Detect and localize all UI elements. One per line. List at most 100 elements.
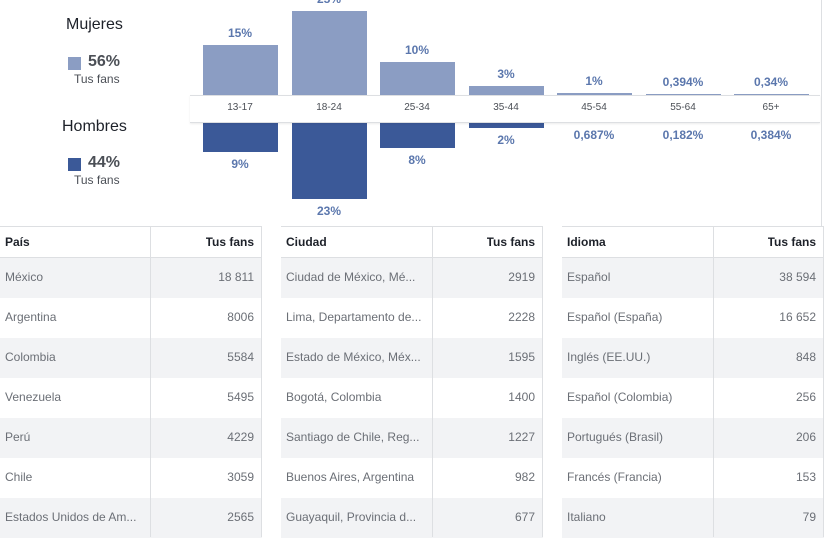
- language-name: Español: [567, 270, 611, 284]
- fan-count: 1595: [508, 350, 535, 364]
- city-name: Ciudad de México, Mé...: [286, 270, 416, 284]
- label-women-45-54: 1%: [585, 73, 603, 88]
- fan-count: 1227: [508, 430, 535, 444]
- fan-count: 677: [514, 510, 535, 524]
- label-women-25-34: 10%: [404, 43, 430, 57]
- language-column-header[interactable]: Idioma: [567, 235, 606, 249]
- fan-count: 206: [795, 430, 816, 444]
- legend-men-label: Hombres: [62, 118, 127, 135]
- age-tick-65: 65+: [762, 102, 780, 113]
- fan-count: 4229: [227, 430, 254, 444]
- language-name: Francés (Francia): [567, 470, 662, 484]
- label-men-65: 0,384%: [750, 128, 792, 142]
- fan-count: 5584: [227, 350, 254, 364]
- label-women-18-24: 25%: [284, 0, 374, 6]
- label-women-13-17: 15%: [227, 26, 253, 40]
- label-women-55-64: 0,394%: [662, 75, 704, 89]
- fan-count: 79: [802, 510, 816, 524]
- fan-count: 38 594: [779, 270, 816, 284]
- fan-count: 153: [795, 470, 816, 484]
- column-divider: [150, 226, 151, 537]
- language-table-row: Francés (Francia) 153: [562, 458, 824, 498]
- city-name: Guayaquil, Provincia d...: [286, 510, 417, 524]
- age-tick-55-64: 55-64: [670, 102, 696, 113]
- language-table-header: Idioma Tus fans: [562, 226, 824, 258]
- bar-women-35-44[interactable]: [468, 85, 544, 96]
- label-women-65: 0,34%: [753, 75, 789, 89]
- age-tick-13-17: 13-17: [227, 102, 253, 113]
- label-men-25-34: 8%: [408, 153, 426, 168]
- language-table-row: Español (España) 16 652: [562, 298, 824, 338]
- bar-men-35-44[interactable]: [468, 121, 544, 128]
- country-name: Argentina: [5, 310, 57, 324]
- language-name: Inglés (EE.UU.): [567, 350, 651, 364]
- age-tick-18-24: 18-24: [316, 102, 342, 113]
- legend-women-subtitle: Tus fans: [74, 72, 120, 86]
- country-table-row: Venezuela 5495: [0, 378, 262, 418]
- fan-count: 2565: [227, 510, 254, 524]
- city-table-row: Bogotá, Colombia 1400: [281, 378, 543, 418]
- fan-count: 8006: [227, 310, 254, 324]
- label-men-13-17: 9%: [231, 156, 249, 171]
- bar-women-45-54[interactable]: [556, 92, 632, 96]
- bar-men-25-34[interactable]: [379, 121, 455, 149]
- language-name: Español (España): [567, 310, 663, 324]
- language-name: Italiano: [567, 510, 606, 524]
- age-gender-chart: 15% 9% 13-17 25% 23% 18-24 10% 8% 25-34 3% 2% 35-44…: [0, 0, 830, 226]
- fans-column-header[interactable]: Tus fans: [767, 235, 816, 249]
- age-tick-25-34: 25-34: [404, 102, 430, 113]
- city-column-header[interactable]: Ciudad: [286, 235, 327, 249]
- country-table: País Tus fans México 18 811 Argentina 8006 Col…: [0, 226, 262, 538]
- legend-men-swatch: [68, 158, 81, 171]
- chart-right-divider: [821, 0, 822, 226]
- country-name: Chile: [5, 470, 33, 484]
- fan-count: 848: [795, 350, 816, 364]
- language-name: Español (Colombia): [567, 390, 673, 404]
- country-column-header[interactable]: País: [5, 235, 30, 249]
- fans-column-header[interactable]: Tus fans: [486, 235, 535, 249]
- country-table-row: Argentina 8006: [0, 298, 262, 338]
- age-axis: [190, 95, 820, 123]
- language-table-row: Inglés (EE.UU.) 848: [562, 338, 824, 378]
- fan-count: 3059: [227, 470, 254, 484]
- city-table-row: Ciudad de México, Mé... 2919: [281, 258, 543, 298]
- bar-women-18-24[interactable]: [291, 11, 367, 96]
- fan-count: 2919: [508, 270, 535, 284]
- label-women-35-44: 3%: [497, 66, 515, 81]
- fans-column-header[interactable]: Tus fans: [205, 235, 254, 249]
- fan-count: 256: [795, 390, 816, 404]
- country-table-header: País Tus fans: [0, 226, 262, 258]
- bar-women-25-34[interactable]: [379, 62, 455, 96]
- bar-men-13-17[interactable]: [202, 121, 278, 152]
- country-name: México: [5, 270, 44, 284]
- legend-men-percent: 44%: [88, 154, 121, 171]
- fan-count: 18 811: [218, 270, 254, 284]
- fan-count: 982: [514, 470, 535, 484]
- fan-count: 2228: [508, 310, 535, 324]
- country-name: Venezuela: [5, 390, 62, 404]
- city-table-row: Guayaquil, Provincia d... 677: [281, 498, 543, 538]
- language-table: Idioma Tus fans Español 38 594 Español (Espa…: [562, 226, 824, 538]
- fan-count: 16 652: [779, 310, 816, 324]
- city-table-row: Buenos Aires, Argentina 982: [281, 458, 543, 498]
- city-name: Santiago de Chile, Reg...: [286, 430, 420, 444]
- label-men-35-44: 2%: [497, 132, 515, 147]
- legend-women-swatch: [68, 57, 81, 70]
- country-table-row: Estados Unidos de Am... 2565: [0, 498, 262, 538]
- country-name: Colombia: [5, 350, 56, 364]
- bar-men-18-24[interactable]: [291, 121, 367, 200]
- country-table-row: Colombia 5584: [0, 338, 262, 378]
- city-table-row: Estado de México, Méx... 1595: [281, 338, 543, 378]
- legend-women-label: Mujeres: [66, 16, 123, 33]
- fan-count: 1400: [508, 390, 535, 404]
- city-table-row: Santiago de Chile, Reg... 1227: [281, 418, 543, 458]
- city-table-row: Lima, Departamento de... 2228: [281, 298, 543, 338]
- country-name: Perú: [5, 430, 31, 444]
- table-edge-divider: [823, 226, 824, 537]
- bar-women-13-17[interactable]: [202, 45, 278, 96]
- age-tick-45-54: 45-54: [581, 102, 607, 113]
- country-table-row: Perú 4229: [0, 418, 262, 458]
- city-table: Ciudad Tus fans Ciudad de México, Mé... 291…: [281, 226, 543, 538]
- language-table-row: Español (Colombia) 256: [562, 378, 824, 418]
- table-edge-divider: [542, 226, 543, 537]
